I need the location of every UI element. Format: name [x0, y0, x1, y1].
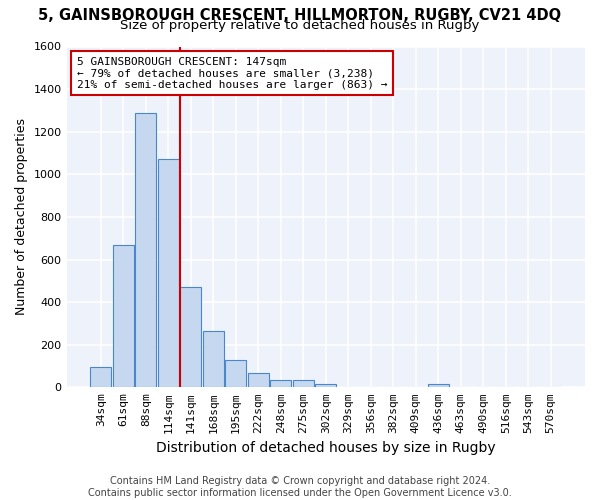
- Bar: [113, 244, 134, 388]
- Bar: [315, 384, 337, 388]
- Bar: [180, 287, 202, 388]
- Y-axis label: Number of detached properties: Number of detached properties: [15, 118, 28, 316]
- Bar: [270, 380, 292, 388]
- Bar: [428, 384, 449, 388]
- Bar: [293, 380, 314, 388]
- X-axis label: Distribution of detached houses by size in Rugby: Distribution of detached houses by size …: [156, 441, 496, 455]
- Bar: [90, 366, 112, 388]
- Bar: [158, 160, 179, 388]
- Text: Contains HM Land Registry data © Crown copyright and database right 2024.
Contai: Contains HM Land Registry data © Crown c…: [88, 476, 512, 498]
- Bar: [203, 331, 224, 388]
- Bar: [135, 112, 157, 388]
- Text: 5, GAINSBOROUGH CRESCENT, HILLMORTON, RUGBY, CV21 4DQ: 5, GAINSBOROUGH CRESCENT, HILLMORTON, RU…: [38, 8, 562, 22]
- Text: 5 GAINSBOROUGH CRESCENT: 147sqm
← 79% of detached houses are smaller (3,238)
21%: 5 GAINSBOROUGH CRESCENT: 147sqm ← 79% of…: [77, 56, 388, 90]
- Text: Size of property relative to detached houses in Rugby: Size of property relative to detached ho…: [121, 19, 479, 32]
- Bar: [248, 373, 269, 388]
- Bar: [225, 360, 247, 388]
